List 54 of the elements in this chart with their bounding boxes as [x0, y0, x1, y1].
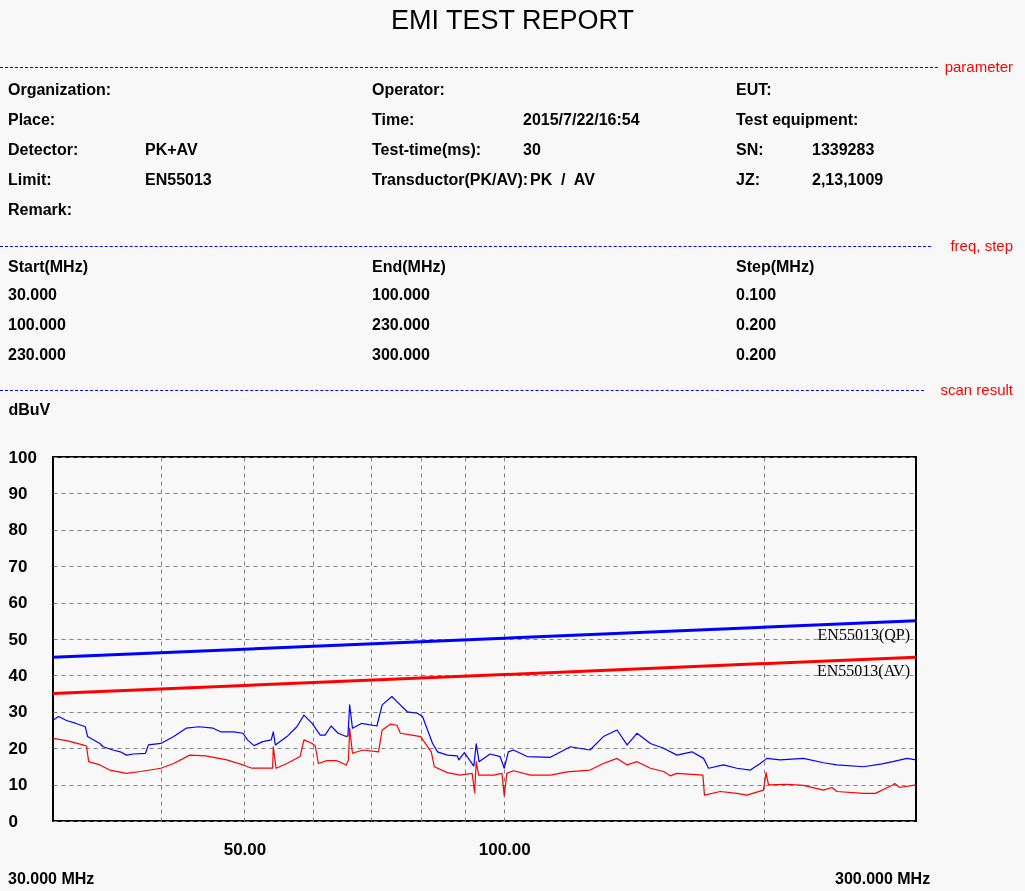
text: Place:	[8, 111, 56, 129]
y-tick-label: 50	[8, 629, 28, 649]
y-tick-label: 40	[8, 665, 28, 685]
text: 0.200	[736, 346, 777, 364]
y-tick-label: 60	[8, 593, 28, 613]
y-tick-label: 20	[8, 738, 28, 758]
text: Step(MHz)	[736, 258, 815, 276]
text: PK / AV	[530, 171, 595, 189]
series-label: EN55013(QP)	[817, 625, 910, 644]
y-tick-label: 70	[8, 556, 28, 576]
text: scan result	[940, 381, 1013, 399]
text: 300.000	[372, 346, 430, 364]
text: 300.000 MHz	[835, 870, 931, 888]
text: Start(MHz)	[8, 258, 88, 276]
text: 230.000	[8, 346, 66, 364]
text: Limit:	[8, 171, 52, 189]
text: 230.000	[372, 316, 430, 334]
text: 2015/7/22/16:54	[523, 111, 640, 129]
text: Time:	[372, 111, 415, 129]
text: Organization:	[8, 81, 112, 99]
text: 100.000	[372, 286, 430, 304]
text: freq, step	[950, 237, 1013, 255]
text: EN55013	[145, 171, 212, 189]
text: Transductor(PK/AV):	[372, 171, 529, 189]
x-tick-label: 50.00	[223, 839, 267, 859]
text: 0.200	[736, 316, 777, 334]
text: 1339283	[812, 141, 875, 159]
y-tick-label: 0	[8, 811, 18, 831]
text: PK+AV	[145, 141, 198, 159]
y-tick-label: 80	[8, 520, 28, 540]
series-label: EN55013(AV)	[816, 662, 910, 681]
text: SN:	[736, 141, 764, 159]
text: Remark:	[8, 201, 73, 219]
y-tick-label: 90	[8, 483, 28, 503]
text: 0.100	[736, 286, 777, 304]
chart-title: EMI TEST REPORT	[389, 4, 636, 36]
text: 30	[523, 141, 541, 159]
y-tick-label: 10	[8, 775, 28, 795]
text: End(MHz)	[372, 258, 446, 276]
text: 100.000	[8, 316, 66, 334]
text: 30.000 MHz	[8, 870, 95, 888]
text: Detector:	[8, 141, 79, 159]
x-tick-label: 100.00	[478, 839, 531, 859]
y-tick-label: 100	[8, 447, 37, 467]
y-tick-label: 30	[8, 702, 28, 722]
text: Test-time(ms):	[372, 141, 482, 159]
y-axis-title: dBuV	[8, 400, 51, 418]
text: JZ:	[736, 171, 760, 189]
text: Operator:	[372, 81, 445, 99]
text: 30.000	[8, 286, 57, 304]
text: EUT:	[736, 81, 772, 99]
text: parameter	[944, 58, 1013, 76]
text: Test equipment:	[736, 111, 859, 129]
text: 2,13,1009	[812, 171, 884, 189]
